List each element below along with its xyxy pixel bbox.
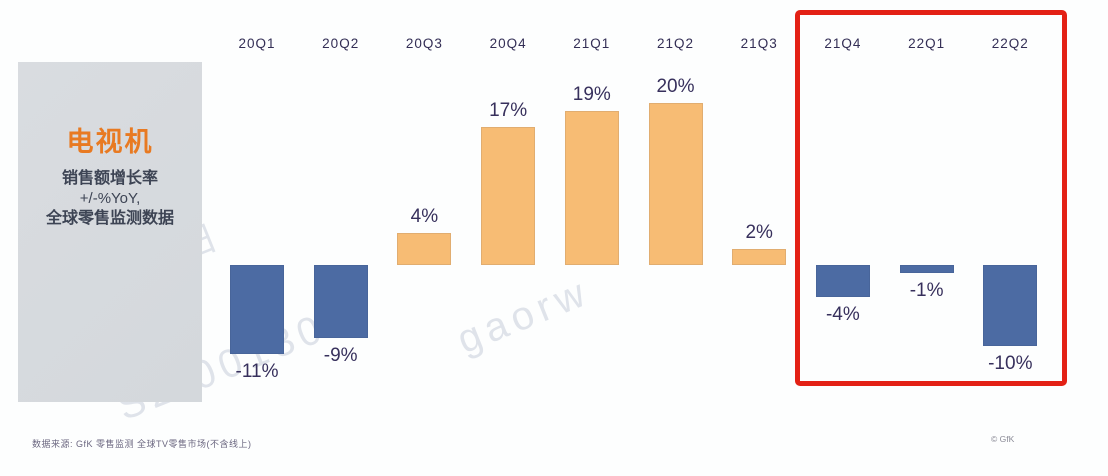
highlight-box-recent-quarters bbox=[795, 10, 1067, 386]
x-axis-label-20Q3: 20Q3 bbox=[405, 36, 443, 51]
data-source-note: 数据来源: GfK 零售监测 全球TV零售市场(不含线上) bbox=[32, 439, 252, 449]
chart-subtitle-metric: 销售额增长率 bbox=[61, 170, 158, 187]
x-axis-label-22Q2: 22Q2 bbox=[991, 36, 1029, 51]
value-label-21Q1: 19% bbox=[572, 84, 611, 106]
x-axis-label-21Q4: 21Q4 bbox=[824, 36, 862, 51]
value-label-20Q1: -11% bbox=[235, 361, 279, 383]
bar-22Q2 bbox=[983, 265, 1038, 346]
bar-21Q4 bbox=[815, 265, 870, 298]
x-axis-label-20Q4: 20Q4 bbox=[489, 36, 527, 51]
bar-21Q3 bbox=[732, 248, 787, 265]
value-label-20Q4: 17% bbox=[489, 100, 528, 122]
value-label-21Q2: 20% bbox=[656, 76, 695, 97]
value-label-21Q4: -4% bbox=[825, 304, 860, 326]
bar-21Q1 bbox=[564, 111, 619, 265]
bar-20Q3 bbox=[397, 232, 452, 265]
x-axis-label-21Q2: 21Q2 bbox=[656, 36, 695, 51]
chart-subtitle-unit: +/-%YoY, bbox=[79, 190, 141, 207]
copyright-label: © GfK bbox=[991, 434, 1015, 444]
chart-subtitle-scope: 全球零售监测数据 bbox=[45, 210, 174, 227]
bar-21Q2 bbox=[648, 103, 703, 265]
value-label-20Q3: 4% bbox=[410, 205, 439, 227]
bar-20Q2 bbox=[313, 265, 368, 338]
x-axis-label-20Q1: 20Q1 bbox=[238, 36, 276, 51]
x-axis-label-21Q1: 21Q1 bbox=[573, 36, 611, 51]
chart-info-panel: 电视机 销售额增长率 +/-%YoY, 全球零售监测数据 bbox=[18, 62, 202, 402]
x-axis-label-21Q3: 21Q3 bbox=[740, 36, 778, 51]
bar-22Q1 bbox=[899, 265, 954, 274]
x-axis-label-20Q2: 20Q2 bbox=[322, 36, 360, 51]
value-label-22Q2: -10% bbox=[988, 353, 1033, 374]
bar-20Q4 bbox=[481, 127, 536, 265]
value-label-20Q2: -9% bbox=[323, 344, 358, 366]
bar-20Q1 bbox=[230, 265, 284, 355]
value-label-22Q1: -1% bbox=[909, 280, 944, 302]
x-axis-label-22Q1: 22Q1 bbox=[908, 36, 946, 51]
chart-title: 电视机 bbox=[66, 127, 154, 157]
watermark-fragment-3: gaorw bbox=[451, 269, 597, 363]
value-label-21Q3: 2% bbox=[745, 221, 773, 243]
